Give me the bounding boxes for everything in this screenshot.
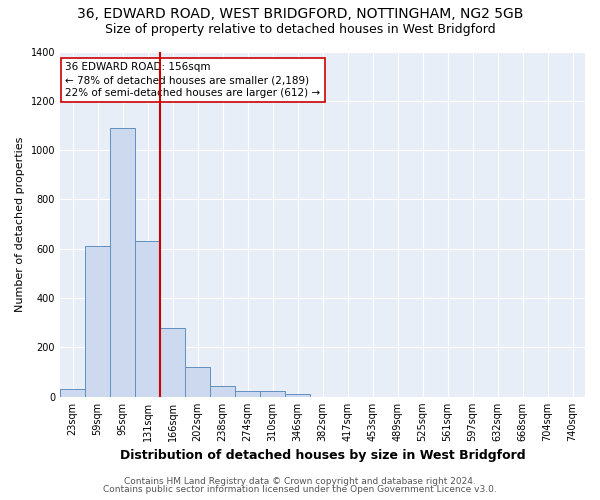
Bar bbox=[110, 128, 135, 397]
Bar bbox=[185, 367, 210, 397]
Bar bbox=[160, 328, 185, 397]
Bar bbox=[85, 246, 110, 397]
Bar bbox=[135, 242, 160, 397]
Text: Contains HM Land Registry data © Crown copyright and database right 2024.: Contains HM Land Registry data © Crown c… bbox=[124, 477, 476, 486]
Bar bbox=[235, 392, 260, 397]
Text: 36, EDWARD ROAD, WEST BRIDGFORD, NOTTINGHAM, NG2 5GB: 36, EDWARD ROAD, WEST BRIDGFORD, NOTTING… bbox=[77, 8, 523, 22]
Y-axis label: Number of detached properties: Number of detached properties bbox=[15, 136, 25, 312]
Bar bbox=[285, 394, 310, 397]
Bar bbox=[260, 392, 285, 397]
Text: 36 EDWARD ROAD: 156sqm
← 78% of detached houses are smaller (2,189)
22% of semi-: 36 EDWARD ROAD: 156sqm ← 78% of detached… bbox=[65, 62, 320, 98]
Text: Size of property relative to detached houses in West Bridgford: Size of property relative to detached ho… bbox=[104, 22, 496, 36]
Text: Contains public sector information licensed under the Open Government Licence v3: Contains public sector information licen… bbox=[103, 485, 497, 494]
Bar bbox=[60, 390, 85, 397]
Bar bbox=[210, 386, 235, 397]
X-axis label: Distribution of detached houses by size in West Bridgford: Distribution of detached houses by size … bbox=[120, 450, 526, 462]
